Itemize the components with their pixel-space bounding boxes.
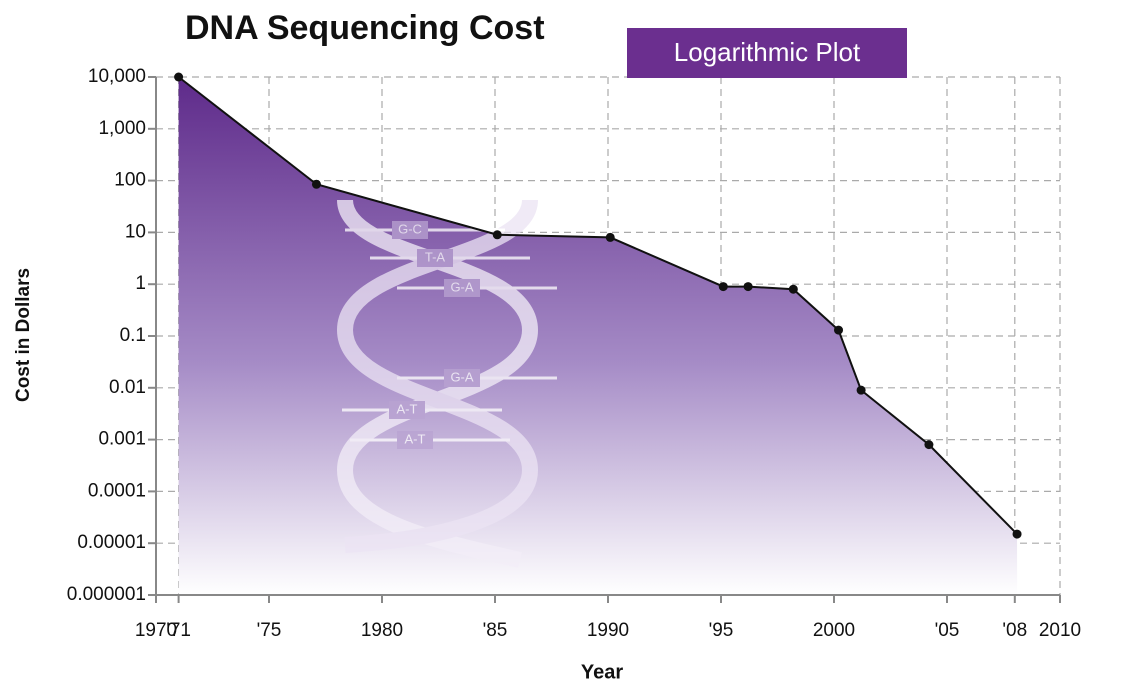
base-pair-label: T-A <box>425 249 446 264</box>
x-tick-label: '71 <box>166 620 191 641</box>
y-tick-label: 0.1 <box>120 325 146 346</box>
data-point <box>719 282 728 291</box>
x-tick-label: 1990 <box>587 620 629 641</box>
base-pair-label: A-T <box>405 431 426 446</box>
y-tick-label: 1,000 <box>98 118 146 139</box>
data-point <box>834 326 843 335</box>
y-tick-label: 0.01 <box>109 377 146 398</box>
y-axis-label: Cost in Dollars <box>13 268 34 402</box>
chart-subtitle: Logarithmic Plot <box>674 37 861 67</box>
x-tick-label: '95 <box>709 620 734 641</box>
x-axis-label: Year <box>581 661 623 683</box>
data-point <box>493 230 502 239</box>
data-point <box>924 440 933 449</box>
y-tick-label: 10,000 <box>88 66 146 87</box>
y-tick-label: 1 <box>135 273 146 294</box>
x-tick-label: '75 <box>257 620 282 641</box>
y-tick-label: 0.001 <box>98 429 146 450</box>
data-point <box>789 285 798 294</box>
y-tick-label: 100 <box>114 170 146 191</box>
data-point <box>174 73 183 82</box>
base-pair-label: A-T <box>397 401 418 416</box>
base-pair-label: G-A <box>450 279 473 294</box>
data-point <box>606 233 615 242</box>
chart: G-CT-A G-A G-A A-T A-T 10,000 1,000 100 10 1 0.1 0… <box>0 0 1121 690</box>
x-tick-label: '08 <box>1002 620 1027 641</box>
data-point <box>857 386 866 395</box>
data-point <box>1013 530 1022 539</box>
x-tick-label: 2000 <box>813 620 855 641</box>
x-tick-label: 2010 <box>1039 620 1081 641</box>
base-pair-label: G-C <box>398 221 422 236</box>
chart-title: DNA Sequencing Cost <box>185 9 545 47</box>
y-tick-label: 10 <box>125 221 146 242</box>
y-tick-label: 0.000001 <box>67 584 146 605</box>
x-tick-label: 1980 <box>361 620 403 641</box>
data-point <box>312 180 321 189</box>
x-tick-label: '85 <box>483 620 508 641</box>
base-pair-label: G-A <box>450 369 473 384</box>
data-point <box>744 282 753 291</box>
y-tick-label: 0.00001 <box>77 532 146 553</box>
y-tick-label: 0.0001 <box>88 480 146 501</box>
x-tick-label: '05 <box>935 620 960 641</box>
